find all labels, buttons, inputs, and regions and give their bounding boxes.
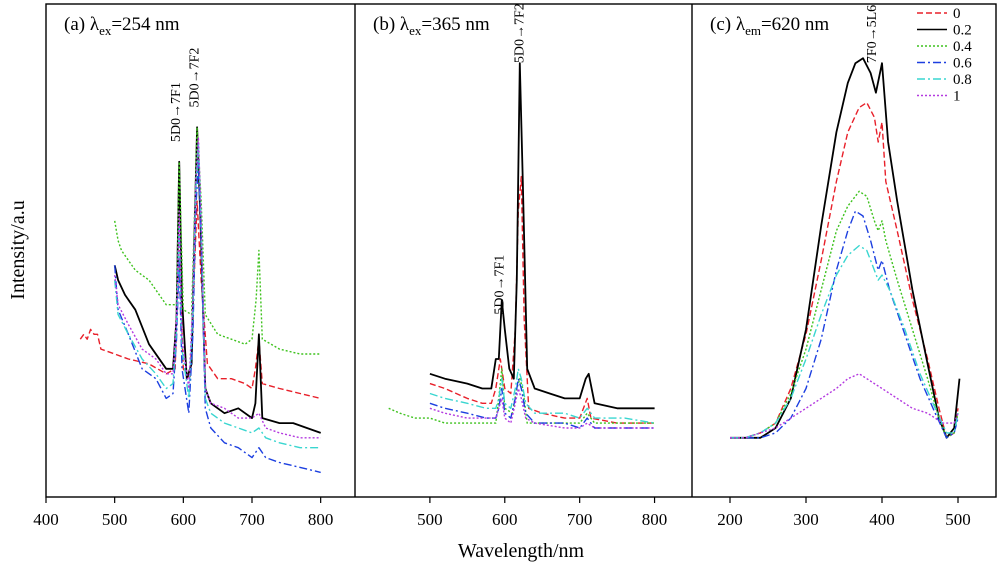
legend-label: 0 [953, 6, 961, 22]
series-line-0.6 [429, 378, 655, 429]
series-line-0.4 [114, 126, 321, 355]
x-axis-title: Wavelength/nm [458, 540, 585, 562]
series-line-0 [429, 175, 655, 424]
peak-annotation: 5D0→7F2 [513, 3, 528, 63]
series-line-0.6 [730, 210, 959, 439]
panel-title: (b) λex=365 nm [373, 14, 490, 38]
legend-label: 0.4 [953, 39, 972, 55]
legend-label: 0.8 [953, 72, 972, 88]
x-tick-label: 500 [417, 510, 443, 529]
panel-a: 400 500 600 700 800 (a) λex=254 nm 5D0→7F15D0→… [33, 14, 333, 529]
x-tick-label: 800 [642, 510, 668, 529]
series-line-1 [114, 136, 321, 439]
series-line-1 [730, 373, 959, 439]
x-tick-label: 200 [717, 510, 743, 529]
panel-c: 200 300 400 500 (c) λem=620 nm 7F0→5L6 [691, 4, 971, 529]
panel-b: 500 600 700 800 (b) λex=365 nm 5D0→7F1 5D0→7F2 [354, 3, 668, 529]
series-line-0.2 [113, 126, 322, 434]
series-line-0.8 [730, 244, 959, 439]
legend: 00.20.40.60.81 [917, 6, 972, 105]
x-tick-label: 600 [171, 510, 197, 529]
peak-annotation: 5D0→7F1 [169, 82, 184, 142]
series-line-1 [429, 387, 655, 429]
legend-label: 1 [953, 89, 961, 105]
x-tick-label: 400 [33, 510, 59, 529]
y-axis-title: Intensity/a.u [7, 200, 29, 299]
series-line-0.2 [429, 62, 655, 410]
panel-title: (a) λex=254 nm [64, 14, 180, 38]
peak-annotation: 7F0→5L6 [865, 5, 880, 63]
legend-label: 0.2 [953, 23, 972, 39]
series-line-0.8 [114, 141, 321, 449]
series-line-0.8 [429, 368, 655, 424]
legend-label: 0.6 [953, 56, 972, 72]
series-line-0.2 [730, 57, 961, 439]
peak-annotation: 5D0→7F1 [492, 255, 507, 315]
x-tick-label: 800 [308, 510, 334, 529]
x-tick-label: 500 [945, 510, 971, 529]
panel-title: (c) λem=620 nm [710, 14, 829, 38]
x-tick-label: 400 [869, 510, 895, 529]
x-tick-label: 600 [492, 510, 518, 529]
series-line-0 [730, 101, 959, 439]
plot-frame [45, 3, 997, 498]
x-tick-label: 700 [567, 510, 593, 529]
series-line-0.4 [730, 190, 959, 439]
x-tick-label: 300 [793, 510, 819, 529]
peak-annotation: 5D0→7F2 [187, 48, 202, 108]
x-tick-label: 500 [102, 510, 128, 529]
series-line-0.6 [114, 161, 321, 474]
x-tick-label: 700 [239, 510, 265, 529]
series-line-0.4 [388, 368, 655, 424]
